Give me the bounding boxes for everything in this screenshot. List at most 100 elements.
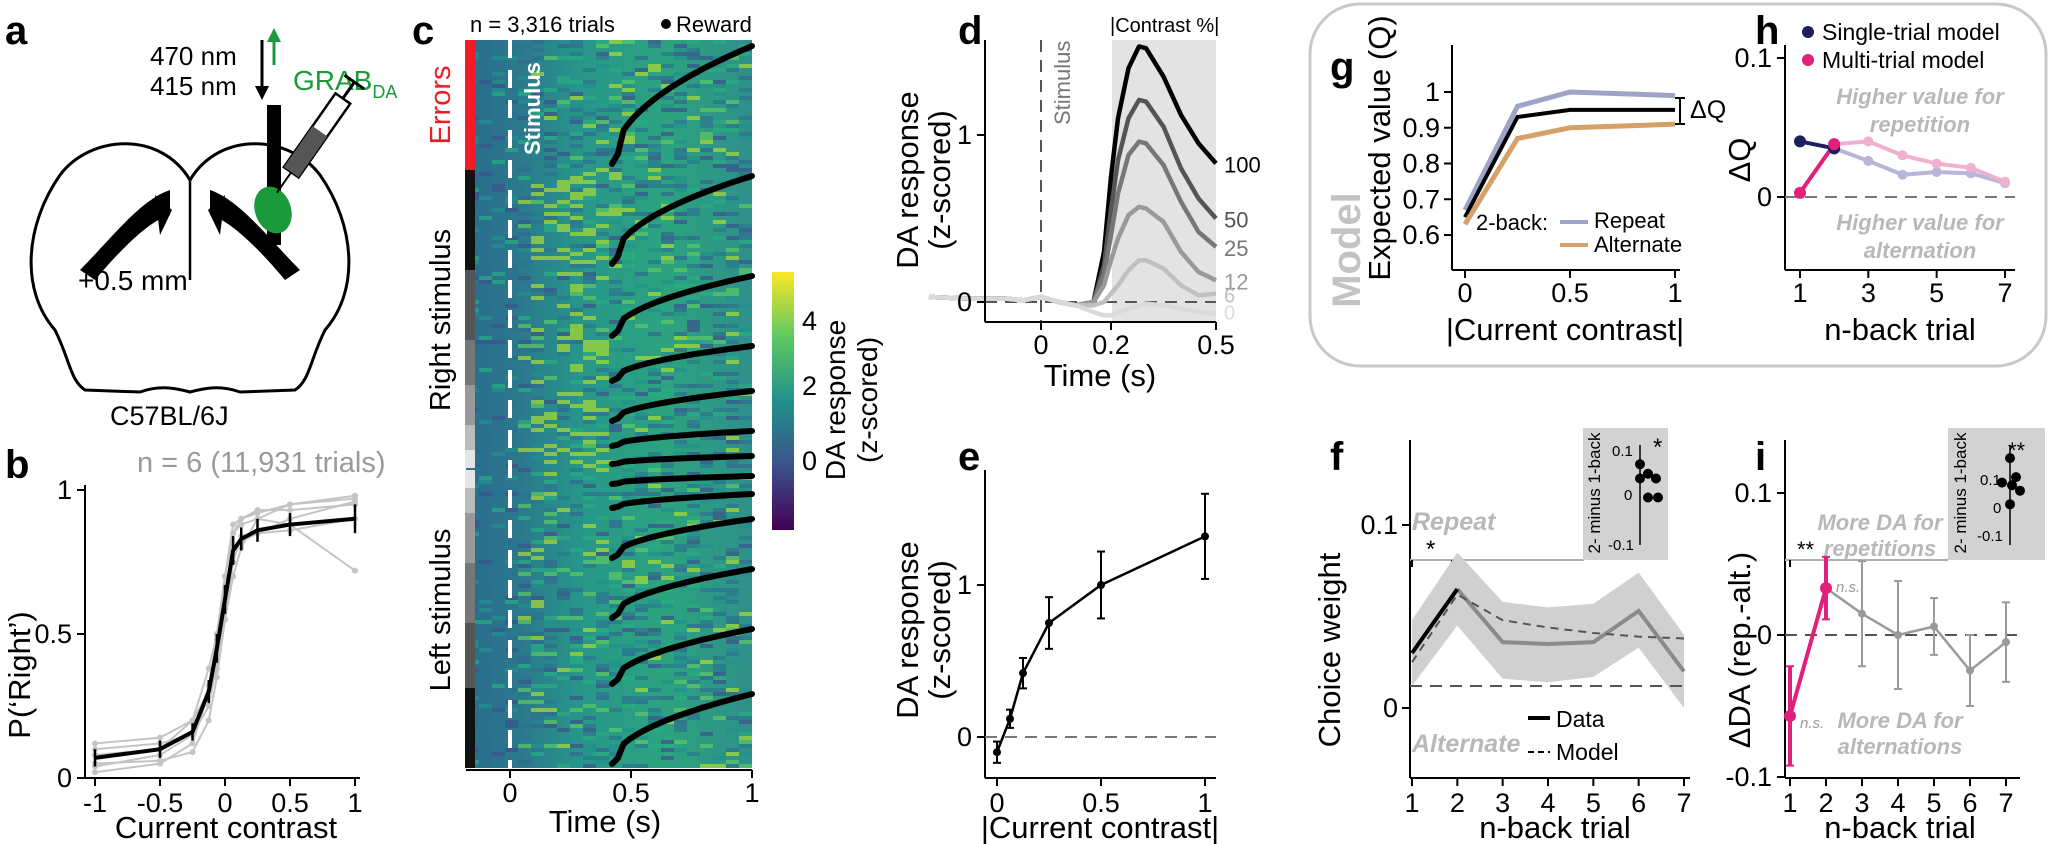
ventricle-right xyxy=(208,195,225,235)
heatmap-cell xyxy=(661,540,674,544)
heatmap-cell xyxy=(531,328,544,332)
heatmap-cell xyxy=(622,108,635,112)
heatmap-cell xyxy=(492,472,505,476)
heatmap-cell xyxy=(583,716,596,720)
heatmap-cell xyxy=(713,596,726,600)
heatmap-cell xyxy=(713,236,726,240)
b-individual-point xyxy=(287,501,293,508)
heatmap-cell xyxy=(479,648,492,652)
b-individual-point xyxy=(254,507,261,514)
d-ylabel-1: DA response xyxy=(890,91,925,269)
heatmap-cell xyxy=(492,492,505,496)
heatmap-cell xyxy=(518,632,531,636)
heatmap-cell xyxy=(661,464,674,468)
heatmap-cell xyxy=(583,316,596,320)
heatmap-cell xyxy=(479,320,492,324)
heatmap-cell xyxy=(544,136,557,140)
heatmap-cell xyxy=(570,156,583,160)
f-data-band xyxy=(1412,552,1684,708)
heatmap-cell xyxy=(726,640,739,644)
model-box xyxy=(1308,2,2048,368)
heatmap-cell xyxy=(570,312,583,316)
heatmap-cell xyxy=(479,376,492,380)
colorbar-tick-2: 2 xyxy=(802,371,817,401)
heatmap-cell xyxy=(583,180,596,184)
heatmap-cell xyxy=(557,348,570,352)
heatmap-cell xyxy=(687,608,700,612)
heatmap-cell xyxy=(492,508,505,512)
heatmap-cell xyxy=(635,148,648,152)
h-single-tail xyxy=(1833,146,2006,186)
heatmap-cell xyxy=(583,276,596,280)
heatmap-cell xyxy=(544,132,557,136)
heatmap-cell xyxy=(635,180,648,184)
heatmap-cell xyxy=(596,348,609,352)
heatmap-cell xyxy=(596,128,609,132)
heatmap-cell xyxy=(635,356,648,360)
heatmap-cell xyxy=(622,88,635,92)
heatmap-cell xyxy=(635,688,648,692)
heatmap-cell xyxy=(635,764,648,768)
heatmap-cell xyxy=(687,560,700,564)
heatmap-cell xyxy=(570,272,583,276)
heatmap-cell xyxy=(622,264,635,268)
heatmap-cell xyxy=(609,280,622,284)
heatmap-cell xyxy=(726,264,739,268)
heatmap-cell xyxy=(570,636,583,640)
heatmap-cell xyxy=(544,628,557,632)
i-ticks: 1 2 3 4 5 6 7-0.100.1 xyxy=(1725,478,2013,818)
heatmap-cell xyxy=(648,172,661,176)
heatmap-cell xyxy=(596,516,609,520)
heatmap-cell xyxy=(700,256,713,260)
heatmap-cell xyxy=(674,164,687,168)
b-xtick-label: 0 xyxy=(217,788,232,818)
heatmap-cell xyxy=(713,664,726,668)
heatmap-cell xyxy=(687,208,700,212)
heatmap-cell xyxy=(531,220,544,224)
heatmap-cell xyxy=(713,628,726,632)
heatmap-cell xyxy=(531,112,544,116)
heatmap-cell xyxy=(726,648,739,652)
heatmap-cell xyxy=(674,44,687,48)
heatmap-cell xyxy=(531,200,544,204)
heatmap-cell xyxy=(544,672,557,676)
heatmap-cell xyxy=(531,92,544,96)
heatmap-cell xyxy=(544,424,557,428)
heatmap-cell xyxy=(700,132,713,136)
heatmap-cell xyxy=(557,80,570,84)
heatmap-cell xyxy=(596,592,609,596)
heatmap-cell xyxy=(570,92,583,96)
heatmap-cell xyxy=(648,380,661,384)
heatmap-cell xyxy=(570,104,583,108)
g-xtick-label: 0.5 xyxy=(1551,278,1589,308)
heatmap-cell xyxy=(739,536,752,540)
heatmap-cell xyxy=(583,192,596,196)
heatmap-cell xyxy=(570,472,583,476)
heatmap-cell xyxy=(544,540,557,544)
heatmap-cell xyxy=(583,464,596,468)
heatmap-cell xyxy=(661,472,674,476)
b-mean-line xyxy=(94,516,356,760)
heatmap-cell xyxy=(531,332,544,336)
heatmap-cell xyxy=(518,116,531,120)
heatmap-cell xyxy=(687,536,700,540)
heatmap-cell xyxy=(557,612,570,616)
heatmap-cell xyxy=(687,660,700,664)
heatmap-cell xyxy=(557,188,570,192)
heatmap-cell xyxy=(570,460,583,464)
heatmap-cell xyxy=(479,468,492,472)
heatmap-cell xyxy=(492,184,505,188)
heatmap-cell xyxy=(570,244,583,248)
heatmap-cell xyxy=(505,88,518,92)
heatmap-cell xyxy=(544,452,557,456)
heatmap-cell xyxy=(687,48,700,52)
heatmap-cell xyxy=(648,260,661,264)
heatmap-cell xyxy=(622,516,635,520)
heatmap-cell xyxy=(596,760,609,764)
heatmap-cell xyxy=(726,580,739,584)
heatmap-cell xyxy=(609,524,622,528)
heatmap-cell xyxy=(622,696,635,700)
heatmap-cell xyxy=(635,484,648,488)
heatmap-cell xyxy=(648,424,661,428)
reward-curve-6 xyxy=(609,453,755,467)
